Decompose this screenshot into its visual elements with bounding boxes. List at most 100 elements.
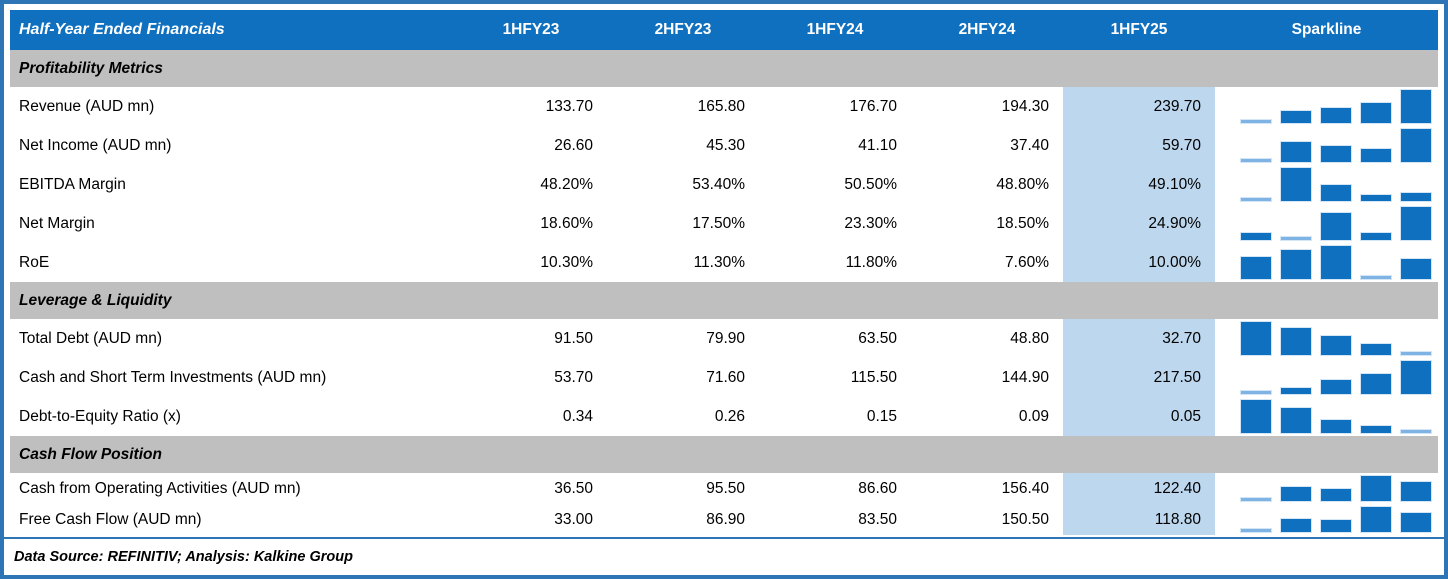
cell-value: 48.20% xyxy=(540,175,593,193)
row-label: EBITDA Margin xyxy=(19,175,126,193)
sparkline-bar xyxy=(1281,388,1311,394)
sparkline-bar xyxy=(1241,498,1271,501)
cell-value: 17.50% xyxy=(692,214,745,232)
row-label: Debt-to-Equity Ratio (x) xyxy=(19,407,181,425)
sparkline-bar xyxy=(1241,233,1271,240)
column-header-1hfy24: 1HFY24 xyxy=(806,21,864,38)
sparkline-bar xyxy=(1361,276,1391,279)
cell-value: 50.50% xyxy=(844,175,897,193)
sparkline-bar xyxy=(1361,374,1391,394)
cell-value: 33.00 xyxy=(554,510,593,528)
section-header-row: Leverage & Liquidity xyxy=(10,282,1438,319)
sparkline-bar xyxy=(1241,198,1271,201)
table-row: Cash from Operating Activities (AUD mn) 3… xyxy=(10,473,1438,504)
sparkline-bar xyxy=(1401,207,1431,240)
sparkline-bar xyxy=(1241,529,1271,532)
sparkline-bar xyxy=(1401,129,1431,162)
cell-value: 53.40% xyxy=(692,175,745,193)
sparkline-bar xyxy=(1401,352,1431,355)
sparkline-bar xyxy=(1401,430,1431,433)
sparkline-bar xyxy=(1401,90,1431,123)
cell-value: 133.70 xyxy=(545,97,593,115)
sparkline xyxy=(1215,473,1438,504)
sparkline-bar xyxy=(1241,400,1271,433)
cell-value: 37.40 xyxy=(1010,136,1049,154)
sparkline-bar xyxy=(1321,185,1351,201)
cell-value: 165.80 xyxy=(697,97,745,115)
section-title: Leverage & Liquidity xyxy=(19,291,172,309)
sparkline-bar xyxy=(1241,120,1271,123)
cell-value: 7.60% xyxy=(1005,253,1049,271)
row-label: Total Debt (AUD mn) xyxy=(19,329,162,347)
cell-value: 45.30 xyxy=(706,136,745,154)
sparkline-bar xyxy=(1401,361,1431,394)
cell-value: 49.10% xyxy=(1063,165,1215,204)
sparkline-bar xyxy=(1361,233,1391,240)
cell-value: 18.60% xyxy=(540,214,593,232)
sparkline-bar xyxy=(1321,336,1351,355)
sparkline-bar xyxy=(1361,103,1391,123)
cell-value: 115.50 xyxy=(850,368,897,386)
sparkline-bar xyxy=(1321,380,1351,394)
sparkline-bar xyxy=(1281,237,1311,240)
cell-value: 156.40 xyxy=(1001,479,1049,497)
cell-value: 10.30% xyxy=(540,253,593,271)
sparkline-bar xyxy=(1241,159,1271,162)
sparkline xyxy=(1215,358,1438,397)
sparkline-bar xyxy=(1281,168,1311,201)
table-row: Free Cash Flow (AUD mn) 33.00 86.90 83.50 15… xyxy=(10,504,1438,535)
table-row: EBITDA Margin 48.20% 53.40% 50.50% 48.80% 49.… xyxy=(10,165,1438,204)
table-row: Cash and Short Term Investments (AUD mn)… xyxy=(10,358,1438,397)
table-row: Net Income (AUD mn) 26.60 45.30 41.10 37.40 5… xyxy=(10,126,1438,165)
cell-value: 194.30 xyxy=(1001,97,1049,115)
row-label: Free Cash Flow (AUD mn) xyxy=(19,510,202,528)
sparkline-bar xyxy=(1321,420,1351,433)
column-header-2hfy23: 2HFY23 xyxy=(654,21,712,38)
sparkline xyxy=(1215,319,1438,358)
table-row: Total Debt (AUD mn) 91.50 79.90 63.50 48.80 3… xyxy=(10,319,1438,358)
row-label: Cash and Short Term Investments (AUD mn) xyxy=(19,368,327,386)
cell-value: 48.80 xyxy=(1010,329,1049,347)
sparkline-bar xyxy=(1361,507,1391,532)
cell-value: 18.50% xyxy=(996,214,1049,232)
cell-value: 10.00% xyxy=(1063,243,1215,282)
cell-value: 95.50 xyxy=(706,479,745,497)
cell-value: 11.30% xyxy=(693,253,745,271)
row-label: Cash from Operating Activities (AUD mn) xyxy=(19,479,301,497)
sparkline-bar xyxy=(1281,111,1311,123)
sparkline-bar xyxy=(1401,513,1431,532)
sparkline-bar xyxy=(1321,213,1351,240)
column-header-2hfy24: 2HFY24 xyxy=(958,21,1016,38)
cell-value: 118.80 xyxy=(1063,504,1215,535)
sparkline-bar xyxy=(1361,476,1391,501)
table-footer: Data Source: REFINITIV; Analysis: Kalkin… xyxy=(4,537,1444,575)
cell-value: 122.40 xyxy=(1063,473,1215,504)
sparkline-bar xyxy=(1401,482,1431,501)
section-header-row: Profitability Metrics xyxy=(10,50,1438,87)
sparkline-bar xyxy=(1321,520,1351,532)
sparkline-bar xyxy=(1281,250,1311,279)
sparkline xyxy=(1215,204,1438,243)
cell-value: 239.70 xyxy=(1063,87,1215,126)
sparkline xyxy=(1215,397,1438,436)
cell-value: 11.80% xyxy=(845,253,897,271)
row-label: Net Margin xyxy=(19,214,95,232)
table-row: Net Margin 18.60% 17.50% 23.30% 18.50% 24.90% xyxy=(10,204,1438,243)
table-row: RoE 10.30% 11.30% 11.80% 7.60% 10.00% xyxy=(10,243,1438,282)
row-label: Net Income (AUD mn) xyxy=(19,136,172,154)
sparkline xyxy=(1215,126,1438,165)
cell-value: 217.50 xyxy=(1063,358,1215,397)
cell-value: 0.05 xyxy=(1063,397,1215,436)
table-body: Half-Year Ended Financials 1HFY23 2HFY23 1H… xyxy=(10,10,1438,535)
sparkline-bar xyxy=(1401,259,1431,279)
sparkline-bar xyxy=(1281,142,1311,162)
sparkline xyxy=(1215,87,1438,126)
sparkline-bar xyxy=(1241,257,1271,279)
sparkline-bar xyxy=(1281,408,1311,433)
sparkline xyxy=(1215,165,1438,204)
cell-value: 79.90 xyxy=(706,329,745,347)
sparkline-bar xyxy=(1321,108,1351,123)
cell-value: 36.50 xyxy=(554,479,593,497)
sparkline-bar xyxy=(1401,193,1431,201)
